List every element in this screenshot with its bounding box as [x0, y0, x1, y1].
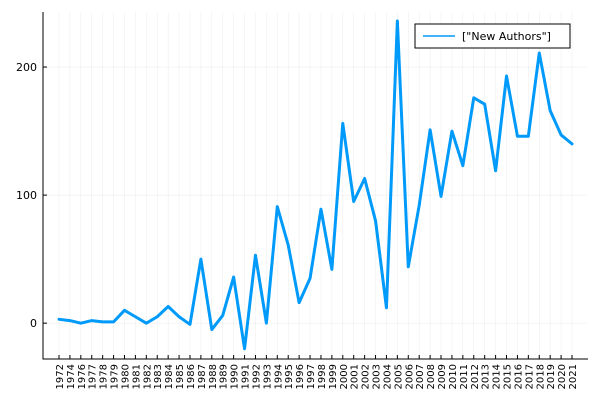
x-tick-label: 2015: [503, 364, 514, 389]
x-tick-label: 1976: [77, 364, 88, 389]
x-tick-label: 1982: [142, 364, 153, 389]
x-tick-label: 2004: [382, 364, 393, 389]
x-tick-label: 2010: [448, 364, 459, 389]
grid-lines: [43, 12, 588, 359]
x-tick-label: 2000: [339, 364, 350, 389]
x-tick-label: 2003: [372, 364, 383, 389]
y-tick-label: 0: [30, 317, 37, 330]
x-tick-label: 2017: [524, 364, 535, 389]
x-tick-label: 2002: [361, 364, 372, 389]
x-tick-label: 1987: [197, 364, 208, 389]
x-axis-tick-labels: 1972 1974 1976 1977 1978 1979 1980 1981 1982 1983…: [55, 364, 579, 389]
x-tick-label: 1994: [273, 364, 284, 389]
x-tick-label: 1993: [262, 364, 273, 389]
x-tick-label: 2016: [513, 364, 524, 389]
x-tick-label: 1997: [306, 364, 317, 389]
x-tick-label: 1998: [317, 364, 328, 389]
x-tick-label: 2020: [557, 364, 568, 389]
x-tick-label: 1983: [153, 364, 164, 389]
x-tick-label: 1980: [120, 364, 131, 389]
y-axis-tick-labels: 0 100 200: [16, 61, 37, 330]
y-tick-label: 100: [16, 189, 37, 202]
x-tick-label: 1999: [328, 364, 339, 389]
x-tick-label: 2008: [426, 364, 437, 389]
x-tick-label: 1990: [230, 364, 241, 389]
x-tick-label: 1974: [66, 364, 77, 389]
x-tick-label: 1992: [251, 364, 262, 389]
x-tick-label: 1991: [241, 364, 252, 389]
x-tick-label: 1977: [88, 364, 99, 389]
x-tick-label: 2005: [393, 364, 404, 389]
x-tick-label: 1986: [186, 364, 197, 389]
x-tick-label: 1979: [110, 364, 121, 389]
x-tick-label: 2021: [568, 364, 579, 389]
x-tick-label: 1984: [164, 364, 175, 389]
x-tick-label: 2019: [546, 364, 557, 389]
x-tick-label: 1995: [284, 364, 295, 389]
x-tick-label: 2006: [404, 364, 415, 389]
x-tick-label: 2012: [470, 364, 481, 389]
y-tick-label: 200: [16, 61, 37, 74]
x-tick-label: 2001: [350, 364, 361, 389]
x-tick-label: 1978: [99, 364, 110, 389]
x-tick-label: 2013: [481, 364, 492, 389]
x-tick-label: 2018: [535, 364, 546, 389]
legend-label-new-authors: ["New Authors"]: [462, 30, 551, 43]
x-tick-label: 1985: [175, 364, 186, 389]
x-tick-label: 2011: [459, 364, 470, 389]
legend: ["New Authors"]: [414, 23, 571, 49]
x-tick-label: 1981: [131, 364, 142, 389]
x-tick-label: 1996: [295, 364, 306, 389]
x-tick-label: 2009: [437, 364, 448, 389]
x-tick-label: 2014: [492, 364, 503, 389]
series-lines: [57, 19, 574, 351]
x-tick-label: 1988: [208, 364, 219, 389]
x-tick-label: 2007: [415, 364, 426, 389]
axes: [42, 12, 588, 360]
x-tick-label: 1972: [55, 364, 66, 389]
series-line-new-authors: [57, 19, 574, 351]
x-tick-label: 1989: [219, 364, 230, 389]
